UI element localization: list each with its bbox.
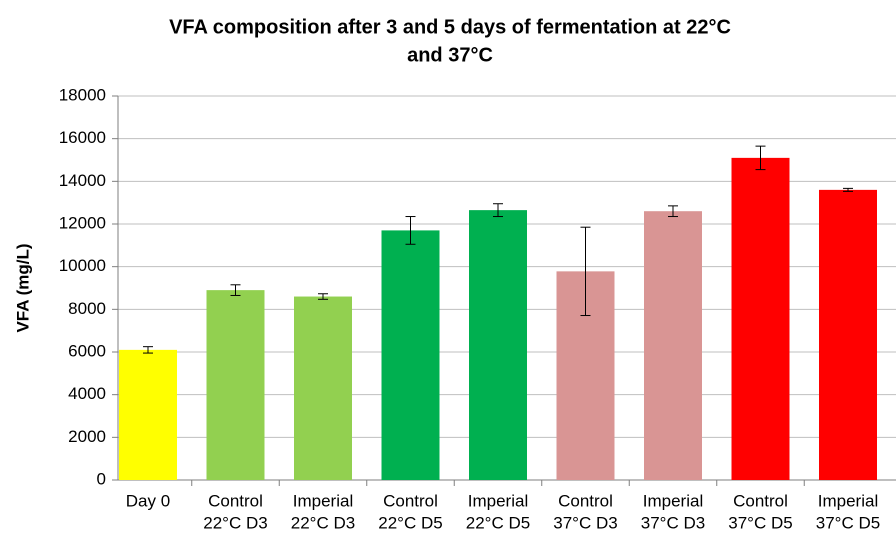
error-bar bbox=[668, 205, 678, 218]
y-tick-label: 0 bbox=[97, 469, 106, 488]
x-tick-label: Day 0 bbox=[126, 491, 170, 510]
error-bar bbox=[580, 226, 591, 317]
bar bbox=[206, 290, 265, 480]
error-bar bbox=[230, 284, 241, 296]
x-tick-label: 22°C D5 bbox=[466, 513, 530, 532]
x-tick-label: Imperial bbox=[818, 491, 878, 510]
y-tick-label: 4000 bbox=[68, 384, 106, 403]
x-tick-label: Control bbox=[558, 491, 613, 510]
x-tick-label: 37°C D5 bbox=[728, 513, 792, 532]
bar bbox=[731, 157, 790, 480]
x-tick-label: Control bbox=[208, 491, 263, 510]
y-tick-label: 10000 bbox=[59, 256, 106, 275]
y-tick-label: 14000 bbox=[59, 171, 106, 190]
x-tick-label: 22°C D3 bbox=[291, 513, 355, 532]
error-bar bbox=[493, 203, 503, 218]
y-tick-label: 6000 bbox=[68, 341, 106, 360]
error-bar bbox=[755, 145, 766, 171]
x-tick-label: 22°C D5 bbox=[378, 513, 442, 532]
bar bbox=[381, 230, 440, 480]
bar bbox=[644, 211, 702, 480]
x-tick-label: 37°C D3 bbox=[641, 513, 705, 532]
x-tick-label: 37°C D5 bbox=[816, 513, 880, 532]
error-bar bbox=[318, 293, 328, 300]
bar bbox=[294, 296, 352, 480]
error-bar bbox=[143, 346, 153, 354]
x-tick-label: Control bbox=[733, 491, 788, 510]
chart-title-line: and 37°C bbox=[407, 44, 493, 66]
error-bar bbox=[843, 187, 853, 192]
x-tick-label: Imperial bbox=[293, 491, 353, 510]
y-tick-label: 2000 bbox=[68, 427, 106, 446]
bar bbox=[119, 349, 177, 480]
y-axis-label: VFA (mg/L) bbox=[13, 243, 32, 332]
x-tick-label: Imperial bbox=[468, 491, 528, 510]
bar bbox=[469, 210, 527, 480]
y-tick-label: 12000 bbox=[59, 213, 106, 232]
y-tick-label: 16000 bbox=[59, 128, 106, 147]
chart-title-line: VFA composition after 3 and 5 days of fe… bbox=[169, 16, 731, 38]
y-tick-label: 8000 bbox=[68, 299, 106, 318]
bar bbox=[819, 189, 877, 480]
x-tick-label: 22°C D3 bbox=[203, 513, 267, 532]
x-tick-label: Imperial bbox=[643, 491, 703, 510]
error-bar bbox=[405, 216, 416, 245]
x-tick-label: Control bbox=[383, 491, 438, 510]
y-tick-label: 18000 bbox=[59, 85, 106, 104]
x-tick-label: 37°C D3 bbox=[553, 513, 617, 532]
